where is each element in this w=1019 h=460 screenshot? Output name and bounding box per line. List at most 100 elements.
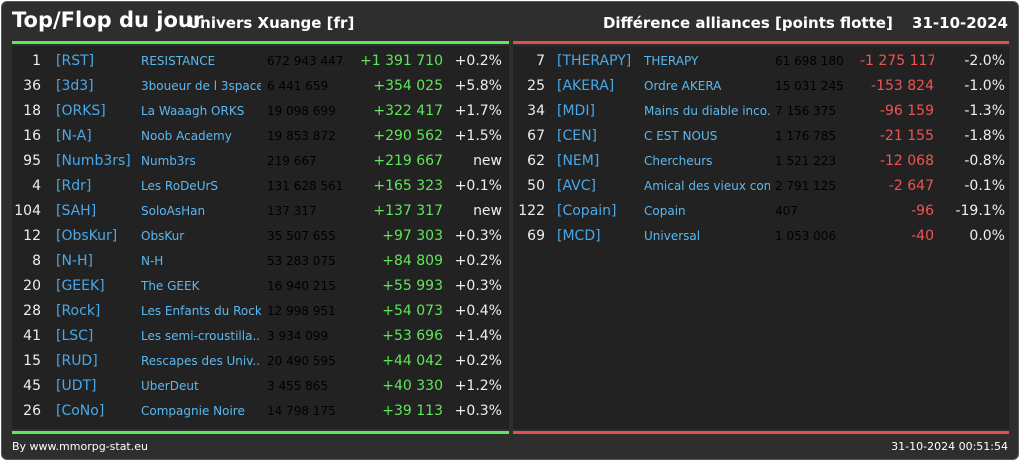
alliance-name[interactable]: Les semi-croustilla... — [141, 329, 261, 343]
alliance-diff: +97 303 — [382, 228, 443, 244]
alliance-tag[interactable]: [CoNo] — [56, 403, 105, 419]
top-row: 26 [CoNo] Compagnie Noire 14 798 175 +39 113… — [12, 399, 509, 424]
flop-row: 122 [Copain] Copain 407 -96 -19.1% — [513, 199, 1009, 224]
alliance-tag[interactable]: [Rdr] — [56, 178, 92, 194]
alliance-diff: +44 042 — [382, 353, 443, 369]
alliance-tag[interactable]: [SAH] — [56, 203, 97, 219]
alliance-name[interactable]: C EST NOUS — [644, 129, 718, 143]
flop-row: 67 [CEN] C EST NOUS 1 176 785 -21 155 -1.8% — [513, 124, 1009, 149]
alliance-tag[interactable]: [N-H] — [56, 253, 93, 269]
alliance-points: 7 156 375 — [775, 104, 837, 118]
alliance-tag[interactable]: [Numb3rs] — [56, 153, 131, 169]
top-losers-panel: 7 [THERAPY] THERAPY 61 698 180 -1 275 117 -2.… — [513, 46, 1009, 429]
alliance-name[interactable]: UberDeut — [141, 379, 199, 393]
alliance-pct: +0.2% — [454, 53, 502, 69]
alliance-rank: 69 — [527, 228, 545, 244]
top-row: 95 [Numb3rs] Numb3rs 219 667 +219 667 new — [12, 149, 509, 174]
alliance-points: 131 628 561 — [267, 179, 344, 193]
alliance-pct: 0.0% — [969, 228, 1005, 244]
alliance-name[interactable]: Ordre AKERA — [644, 79, 722, 93]
alliance-pct: +0.3% — [454, 278, 502, 294]
alliance-rank: 95 — [23, 153, 41, 169]
top-row: 1 [RST] RESISTANCE 672 943 447 +1 391 710 +0.… — [12, 49, 509, 74]
alliance-points: 1 053 006 — [775, 229, 837, 243]
alliance-pct: -1.0% — [964, 78, 1005, 94]
alliance-tag[interactable]: [ObsKur] — [56, 228, 118, 244]
alliance-tag[interactable]: [ORKS] — [56, 103, 106, 119]
subtitle: Différence alliances [points flotte] — [602, 14, 893, 32]
page-title: Top/Flop du jour — [12, 8, 204, 32]
alliance-tag[interactable]: [AVC] — [557, 178, 596, 194]
flop-row: 7 [THERAPY] THERAPY 61 698 180 -1 275 117 -2.… — [513, 49, 1009, 74]
alliance-name[interactable]: ObsKur — [141, 229, 185, 243]
alliance-tag[interactable]: [N-A] — [56, 128, 92, 144]
flop-row: 25 [AKERA] Ordre AKERA 15 031 245 -153 824 -1… — [513, 74, 1009, 99]
top-row: 104 [SAH] SoloAsHan 137 317 +137 317 new — [12, 199, 509, 224]
alliance-tag[interactable]: [GEEK] — [56, 278, 105, 294]
alliance-diff: +55 993 — [382, 278, 443, 294]
alliance-tag[interactable]: [AKERA] — [557, 78, 615, 94]
alliance-name[interactable]: Les RoDeUrS — [141, 179, 219, 193]
alliance-name[interactable]: Noob Academy — [141, 129, 232, 143]
alliance-name[interactable]: Rescapes des Univ... — [141, 354, 261, 368]
alliance-rank: 20 — [23, 278, 41, 294]
alliance-name[interactable]: Mains du diable inco... — [644, 104, 770, 118]
alliance-tag[interactable]: [CEN] — [557, 128, 598, 144]
alliance-pct: -0.8% — [964, 153, 1005, 169]
alliance-tag[interactable]: [3d3] — [56, 78, 94, 94]
alliance-pct: new — [473, 203, 502, 219]
alliance-points: 15 031 245 — [775, 79, 844, 93]
alliance-rank: 26 — [23, 403, 41, 419]
bottom-divider-negative — [513, 431, 1009, 434]
alliance-pct: +0.3% — [454, 228, 502, 244]
top-row: 16 [N-A] Noob Academy 19 853 872 +290 562 +1.… — [12, 124, 509, 149]
alliance-name[interactable]: THERAPY — [644, 54, 699, 68]
top-row: 45 [UDT] UberDeut 3 455 865 +40 330 +1.2% — [12, 374, 509, 399]
alliance-diff: -96 — [911, 203, 934, 219]
alliance-name[interactable]: Numb3rs — [141, 154, 196, 168]
alliance-diff: -21 155 — [879, 128, 934, 144]
alliance-name[interactable]: RESISTANCE — [141, 54, 216, 68]
alliance-name[interactable]: Amical des vieux con — [644, 179, 770, 193]
alliance-rank: 45 — [23, 378, 41, 394]
alliance-tag[interactable]: [Copain] — [557, 203, 617, 219]
alliance-diff: -2 647 — [888, 178, 934, 194]
alliance-name[interactable]: SoloAsHan — [141, 204, 206, 218]
alliance-name[interactable]: 3boueur de l 3space — [141, 79, 261, 93]
alliance-points: 19 853 872 — [267, 129, 336, 143]
alliance-tag[interactable]: [NEM] — [557, 153, 600, 169]
alliance-name[interactable]: The GEEK — [141, 279, 200, 293]
alliance-rank: 67 — [527, 128, 545, 144]
alliance-name[interactable]: Les Enfants du Rock — [141, 304, 261, 318]
alliance-pct: -19.1% — [955, 203, 1005, 219]
flop-row: 62 [NEM] Chercheurs 1 521 223 -12 068 -0.8% — [513, 149, 1009, 174]
top-row: 20 [GEEK] The GEEK 16 940 215 +55 993 +0.3% — [12, 274, 509, 299]
alliance-diff: +219 667 — [373, 153, 443, 169]
alliance-tag[interactable]: [UDT] — [56, 378, 97, 394]
alliance-pct: +1.4% — [454, 328, 502, 344]
alliance-pct: +1.7% — [454, 103, 502, 119]
alliance-tag[interactable]: [RST] — [56, 53, 95, 69]
alliance-points: 137 317 — [267, 204, 317, 218]
alliance-pct: +0.4% — [454, 303, 502, 319]
top-row: 28 [Rock] Les Enfants du Rock 12 998 951 +54… — [12, 299, 509, 324]
alliance-tag[interactable]: [Rock] — [56, 303, 101, 319]
alliance-diff: -96 159 — [879, 103, 934, 119]
footer-timestamp: 31-10-2024 00:51:54 — [891, 440, 1008, 453]
alliance-name[interactable]: Compagnie Noire — [141, 404, 245, 418]
alliance-name[interactable]: Copain — [644, 204, 686, 218]
alliance-name[interactable]: La Waaagh ORKS — [141, 104, 245, 118]
alliance-rank: 34 — [527, 103, 545, 119]
alliance-rank: 62 — [527, 153, 545, 169]
alliance-name[interactable]: Chercheurs — [644, 154, 713, 168]
alliance-tag[interactable]: [RUD] — [56, 353, 98, 369]
alliance-diff: +40 330 — [382, 378, 443, 394]
alliance-name[interactable]: N-H — [141, 254, 164, 268]
alliance-pct: +1.2% — [454, 378, 502, 394]
alliance-tag[interactable]: [MDI] — [557, 103, 595, 119]
alliance-tag[interactable]: [THERAPY] — [557, 53, 632, 69]
alliance-tag[interactable]: [MCD] — [557, 228, 601, 244]
top-gainers-panel: 1 [RST] RESISTANCE 672 943 447 +1 391 710 +0.… — [12, 46, 509, 429]
alliance-name[interactable]: Universal — [644, 229, 701, 243]
alliance-tag[interactable]: [LSC] — [56, 328, 94, 344]
